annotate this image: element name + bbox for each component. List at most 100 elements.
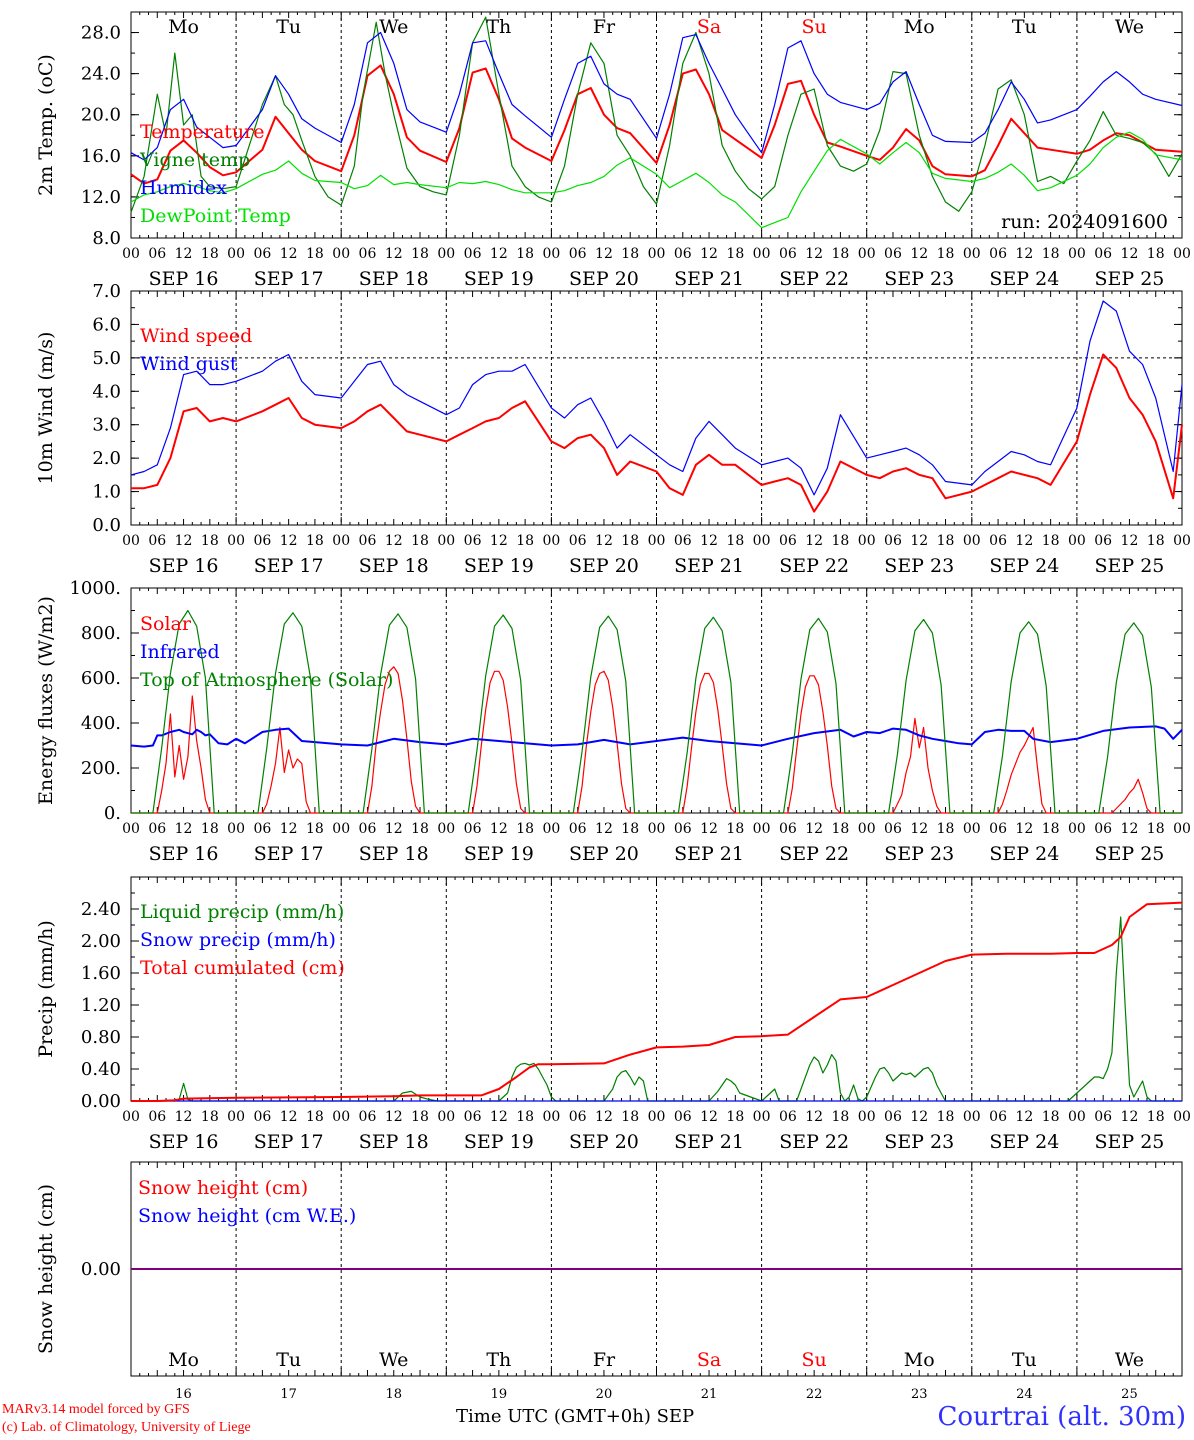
hour-label: 06 [1094, 533, 1112, 549]
hour-label: 12 [385, 246, 403, 262]
hour-label: 06 [1094, 821, 1112, 837]
hour-label: 00 [963, 533, 981, 549]
day-name: We [1115, 1349, 1144, 1371]
y-axis-label: Snow height (cm) [35, 1184, 57, 1354]
legend-entry: DewPoint Temp [140, 205, 291, 227]
y-tick-label: 7.0 [92, 281, 121, 302]
hour-label: 18 [832, 1109, 850, 1125]
hour-label: 06 [359, 533, 377, 549]
hour-label: 18 [832, 533, 850, 549]
date-label: SEP 16 [149, 268, 219, 290]
y-tick-label: 800. [81, 623, 121, 644]
hour-label: 12 [805, 533, 823, 549]
hour-label: 00 [753, 533, 771, 549]
hour-label: 12 [490, 821, 508, 837]
hour-label: 18 [516, 1109, 534, 1125]
model-credit: MARv3.14 model forced by GFS [2, 1402, 190, 1417]
hour-label: 00 [858, 1109, 876, 1125]
date-label: SEP 18 [359, 268, 429, 290]
y-tick-label: 0.0 [92, 515, 121, 536]
date-label: SEP 21 [674, 1131, 744, 1153]
hour-label: 18 [937, 1109, 955, 1125]
series-line [131, 901, 1183, 1102]
hour-label: 12 [805, 821, 823, 837]
hour-label: 06 [569, 533, 587, 549]
day-number: 21 [701, 1387, 718, 1402]
date-label: SEP 23 [884, 1131, 954, 1153]
hour-label: 00 [332, 821, 350, 837]
series-line [131, 353, 1183, 513]
day-name: Su [802, 16, 827, 38]
hour-label: 12 [910, 246, 928, 262]
hour-label: 00 [1173, 1109, 1191, 1125]
legend-entry: Total cumulated (cm) [140, 957, 345, 979]
hour-label: 00 [1068, 246, 1086, 262]
hour-label: 12 [700, 246, 718, 262]
series-line [130, 131, 1183, 229]
y-tick-label: 2.40 [81, 899, 121, 920]
panel-2: 0.0 1.0 2.0 3.0 4.0 5.0 6.0 7.0 10m Wind (m/s) Wi… [35, 281, 1191, 577]
lab-credit: (c) Lab. of Climatology, University of L… [2, 1420, 251, 1435]
date-label: SEP 22 [779, 555, 849, 577]
hour-label: 12 [1121, 821, 1139, 837]
y-tick-label: 200. [81, 758, 121, 779]
day-number: 17 [280, 1387, 297, 1402]
y-axis-label: 10m Wind (m/s) [35, 332, 57, 485]
hour-label: 00 [542, 1109, 560, 1125]
hour-label: 18 [306, 1109, 324, 1125]
y-tick-label: 2.0 [92, 448, 121, 469]
y-tick-label: 0. [104, 803, 121, 824]
hour-label: 06 [464, 1109, 482, 1125]
hour-label: 12 [910, 533, 928, 549]
hour-label: 12 [1121, 533, 1139, 549]
day-name: Sa [697, 16, 721, 38]
y-tick-label: 1.60 [81, 963, 121, 984]
hour-label: 12 [700, 1109, 718, 1125]
hour-label: 12 [595, 821, 613, 837]
day-name: Mo [904, 16, 935, 38]
hour-label: 18 [726, 246, 744, 262]
hour-label: 06 [1094, 246, 1112, 262]
hour-label: 06 [253, 246, 271, 262]
date-label: SEP 25 [1095, 555, 1165, 577]
panel-1: 8.0 12.0 16.0 20.0 24.0 28.0 2m Temp. (oC) Temp… [35, 11, 1191, 290]
hour-label: 06 [253, 533, 271, 549]
legend-entry: Snow precip (mm/h) [140, 929, 336, 951]
hour-label: 00 [963, 246, 981, 262]
day-number: 22 [806, 1387, 823, 1402]
y-tick-label: 1.20 [81, 995, 121, 1016]
hour-label: 00 [542, 821, 560, 837]
date-label: SEP 25 [1095, 268, 1165, 290]
hour-label: 12 [280, 1109, 298, 1125]
y-tick-label: 1.0 [92, 482, 121, 503]
hour-label: 18 [726, 821, 744, 837]
hour-label: 00 [648, 821, 666, 837]
hour-label: 06 [148, 246, 166, 262]
y-tick-label: 400. [81, 713, 121, 734]
hour-label: 18 [201, 821, 219, 837]
day-name: Th [486, 16, 511, 38]
hour-label: 18 [516, 533, 534, 549]
y-tick-label: 4.0 [92, 381, 121, 402]
date-label: SEP 21 [674, 268, 744, 290]
series-line [130, 16, 1183, 213]
date-label: SEP 16 [149, 555, 219, 577]
hour-label: 12 [280, 246, 298, 262]
date-label: SEP 16 [149, 1131, 219, 1153]
legend-entry: Snow height (cm W.E.) [138, 1205, 356, 1227]
hour-label: 12 [385, 533, 403, 549]
hour-label: 18 [726, 1109, 744, 1125]
hour-label: 18 [1147, 246, 1165, 262]
hour-label: 12 [595, 533, 613, 549]
hour-label: 00 [1173, 533, 1191, 549]
legend-entry: Humidex [140, 177, 227, 199]
hour-label: 00 [648, 533, 666, 549]
hour-label: 18 [201, 246, 219, 262]
date-label: SEP 20 [569, 1131, 639, 1153]
day-name: Th [486, 1349, 511, 1371]
hour-label: 18 [937, 246, 955, 262]
hour-label: 18 [937, 821, 955, 837]
hour-label: 06 [148, 533, 166, 549]
day-name: Mo [904, 1349, 935, 1371]
y-tick-label: 28.0 [81, 23, 121, 44]
